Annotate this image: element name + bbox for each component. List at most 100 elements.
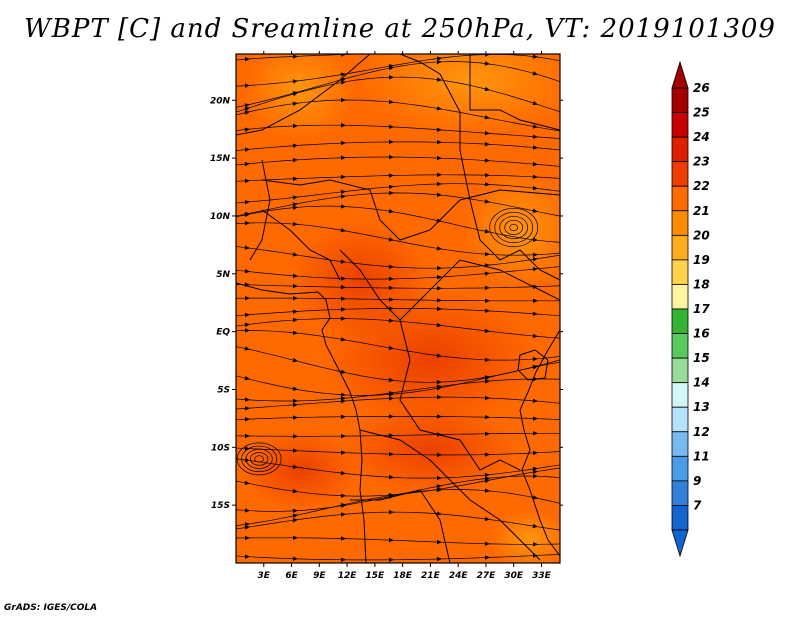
streamline-arrow — [292, 202, 298, 207]
streamline-arrow — [340, 227, 346, 233]
streamline — [236, 205, 560, 243]
streamline-arrow — [484, 251, 490, 257]
streamline-arrow — [244, 328, 250, 333]
streamline — [236, 76, 560, 113]
streamline-arrow — [340, 337, 346, 342]
streamline — [236, 222, 560, 256]
streamline-arrow — [437, 48, 442, 53]
wbpt-hot-patch-southwest — [240, 430, 360, 510]
colorbar-swatch — [671, 382, 689, 408]
wbpt-cool-patch-nw — [245, 54, 355, 140]
border-west-1 — [261, 209, 341, 281]
streamline-arrow — [532, 208, 538, 213]
colorbar-label: 11 — [693, 449, 710, 463]
streamline-arrow — [436, 306, 442, 312]
border-south-2 — [350, 489, 451, 563]
colorbar-label: 19 — [693, 253, 710, 267]
streamline-arrow — [388, 306, 394, 311]
colorbar — [671, 60, 689, 558]
streamline-arrow — [436, 556, 442, 562]
streamline-arrow — [292, 157, 298, 163]
streamline-arrow — [532, 266, 538, 272]
streamline-arrow — [340, 470, 346, 476]
streamline-arrow — [244, 322, 250, 328]
streamline-arrow — [388, 264, 394, 269]
colorbar-label: 13 — [693, 400, 710, 414]
circulation-loop — [254, 455, 264, 463]
streamline-arrow — [388, 509, 394, 515]
streamline-arrow — [340, 392, 346, 397]
streamline-arrow — [388, 173, 394, 178]
streamline-arrow — [340, 204, 346, 209]
streamline-arrow — [244, 161, 250, 167]
lat-tick-label: 10N — [210, 212, 231, 222]
streamline-arrow — [533, 49, 538, 54]
streamline-arrow — [436, 59, 442, 65]
streamline-arrow — [532, 174, 538, 180]
streamline-arrow — [340, 80, 346, 85]
colorbar-label: 14 — [693, 376, 710, 390]
streamline-arrow — [436, 265, 442, 271]
streamline-arrow — [388, 377, 394, 383]
streamline-arrow — [484, 61, 490, 66]
streamline-arrow — [436, 275, 442, 280]
colorbar-label: 17 — [693, 302, 710, 316]
border-north-2 — [399, 54, 461, 150]
streamline-arrow — [340, 123, 346, 128]
streamline-arrow — [388, 139, 394, 145]
streamline-arrow — [532, 450, 538, 456]
streamline — [236, 141, 560, 151]
streamline-arrow — [388, 99, 394, 105]
streamline-arrow — [340, 140, 346, 146]
streamline-arrow — [244, 433, 250, 439]
streamline-arrow — [436, 106, 442, 111]
streamline-arrow — [244, 522, 250, 527]
streamline-arrow — [436, 181, 442, 187]
streamline-arrow — [484, 141, 490, 147]
streamline-arrow — [484, 379, 490, 384]
lon-tick-label: 12E — [338, 571, 358, 581]
east-african-coastline — [519, 329, 560, 557]
streamline-arrow — [436, 379, 442, 385]
circulation-loop — [241, 445, 278, 473]
streamline-arrow — [532, 333, 538, 339]
colorbar-swatch — [671, 259, 689, 285]
streamline-arrow — [532, 252, 538, 257]
streamline-arrow — [436, 384, 442, 390]
streamline-arrow — [340, 414, 346, 419]
streamline-arrow — [244, 554, 250, 559]
border-central-2 — [399, 319, 521, 471]
streamline-arrow — [388, 451, 394, 457]
streamline-arrow — [388, 276, 394, 282]
streamline-arrow — [292, 556, 298, 561]
streamline-arrow — [292, 123, 298, 129]
streamline-arrow — [292, 101, 298, 106]
streamline-arrow — [436, 414, 442, 419]
streamline — [236, 553, 560, 561]
streamline — [236, 266, 560, 280]
streamline-arrow — [244, 295, 250, 301]
streamline — [236, 415, 560, 421]
streamline-arrow — [484, 229, 490, 234]
colorbar-label: 21 — [693, 204, 710, 218]
streamline-arrow — [484, 452, 490, 457]
lon-tick-label: 24E — [449, 571, 469, 581]
streamline-arrow — [292, 252, 298, 257]
colorbar-swatch — [671, 480, 689, 506]
border-horn — [459, 149, 560, 281]
streamline-arrow — [292, 176, 298, 181]
streamline-arrow — [340, 399, 346, 404]
streamline-arrow — [244, 103, 250, 108]
streamline-arrow — [484, 376, 490, 381]
colorbar-swatch — [671, 455, 689, 482]
streamline-arrow — [436, 511, 442, 516]
streamline-arrow — [244, 457, 250, 463]
streamline — [236, 61, 560, 108]
streamline — [236, 378, 560, 402]
streamline-arrow — [292, 386, 298, 391]
streamline-arrow — [340, 276, 346, 281]
streamline-arrow — [388, 557, 394, 563]
streamline-arrow — [437, 286, 442, 291]
streamline-arrow — [436, 56, 442, 61]
